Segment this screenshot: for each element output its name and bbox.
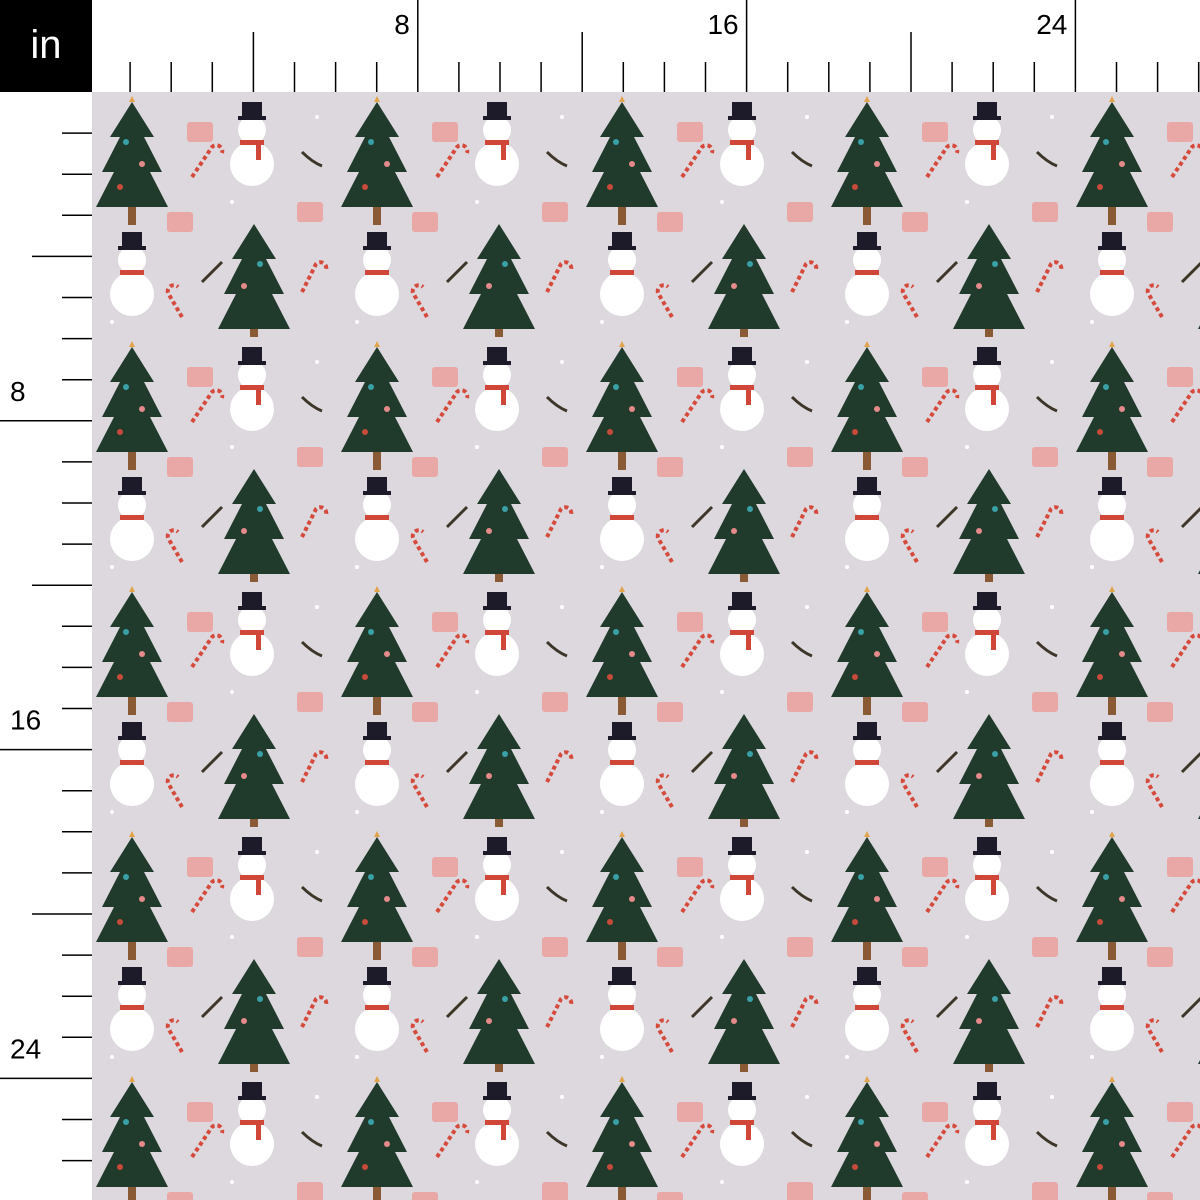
ruler-label: 24 [10,1033,41,1064]
ruler-label: 8 [10,376,26,407]
unit-label: in [30,23,61,67]
ruler-label: 24 [1036,9,1067,40]
unit-box [0,0,92,92]
ruler-label: 16 [707,9,738,40]
rulers: 8 16 24 8 16 24 [0,0,1200,1162]
fabric-pattern [92,92,1200,1200]
ruler-label: 8 [394,9,410,40]
ruler-label: 16 [10,705,41,736]
